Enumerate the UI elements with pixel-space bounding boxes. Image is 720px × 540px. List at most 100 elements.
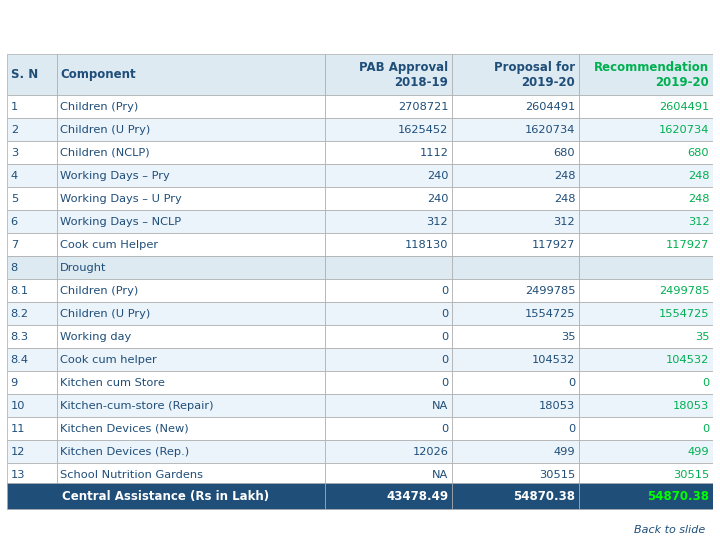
FancyBboxPatch shape — [7, 210, 57, 233]
Text: Drought: Drought — [60, 263, 107, 273]
Text: Proposal for
2019-20: Proposal for 2019-20 — [494, 60, 575, 89]
Text: 2: 2 — [11, 125, 18, 135]
Text: 1620734: 1620734 — [659, 125, 709, 135]
Text: 2604491: 2604491 — [525, 102, 575, 112]
FancyBboxPatch shape — [325, 441, 451, 463]
FancyBboxPatch shape — [451, 302, 579, 325]
FancyBboxPatch shape — [57, 279, 325, 302]
FancyBboxPatch shape — [451, 164, 579, 187]
FancyBboxPatch shape — [57, 164, 325, 187]
Text: 3: 3 — [11, 148, 18, 158]
Text: Component: Component — [60, 68, 136, 81]
Text: 54870.38: 54870.38 — [513, 490, 575, 503]
FancyBboxPatch shape — [7, 417, 57, 441]
Text: 30515: 30515 — [673, 470, 709, 480]
FancyBboxPatch shape — [57, 54, 325, 95]
Text: 118130: 118130 — [405, 240, 448, 250]
Text: 248: 248 — [688, 171, 709, 181]
Text: 1: 1 — [11, 102, 18, 112]
Text: S. N: S. N — [11, 68, 38, 81]
Text: 1554725: 1554725 — [525, 309, 575, 319]
FancyBboxPatch shape — [7, 95, 57, 118]
Text: 12026: 12026 — [413, 447, 448, 457]
FancyBboxPatch shape — [579, 118, 713, 141]
FancyBboxPatch shape — [451, 279, 579, 302]
Text: 9: 9 — [11, 378, 18, 388]
Text: Working day: Working day — [60, 332, 131, 342]
Text: Back to slide: Back to slide — [634, 524, 706, 535]
Text: Children (U Pry): Children (U Pry) — [60, 125, 150, 135]
Text: 248: 248 — [554, 171, 575, 181]
Text: Working Days – NCLP: Working Days – NCLP — [60, 217, 181, 227]
Text: 12: 12 — [11, 447, 25, 457]
FancyBboxPatch shape — [325, 95, 451, 118]
FancyBboxPatch shape — [451, 187, 579, 210]
FancyBboxPatch shape — [7, 441, 57, 463]
Text: Children (NCLP): Children (NCLP) — [60, 148, 150, 158]
Text: Children (Pry): Children (Pry) — [60, 102, 138, 112]
FancyBboxPatch shape — [451, 372, 579, 394]
Text: NA: NA — [432, 470, 448, 480]
Text: 1620734: 1620734 — [525, 125, 575, 135]
FancyBboxPatch shape — [7, 233, 57, 256]
FancyBboxPatch shape — [579, 483, 713, 509]
Text: 10: 10 — [11, 401, 25, 411]
FancyBboxPatch shape — [579, 441, 713, 463]
FancyBboxPatch shape — [451, 463, 579, 487]
Text: 499: 499 — [554, 447, 575, 457]
Text: 0: 0 — [568, 378, 575, 388]
Text: Children (Pry): Children (Pry) — [60, 286, 138, 296]
Text: 13: 13 — [11, 470, 25, 480]
FancyBboxPatch shape — [325, 348, 451, 372]
FancyBboxPatch shape — [451, 348, 579, 372]
FancyBboxPatch shape — [7, 372, 57, 394]
Text: 2604491: 2604491 — [659, 102, 709, 112]
FancyBboxPatch shape — [579, 417, 713, 441]
Text: 8.2: 8.2 — [11, 309, 29, 319]
FancyBboxPatch shape — [57, 233, 325, 256]
Text: 0: 0 — [441, 424, 448, 434]
Text: 1112: 1112 — [419, 148, 448, 158]
Text: 312: 312 — [426, 217, 448, 227]
Text: Kitchen Devices (New): Kitchen Devices (New) — [60, 424, 189, 434]
Text: 0: 0 — [441, 309, 448, 319]
Text: 240: 240 — [427, 171, 448, 181]
Text: 30515: 30515 — [539, 470, 575, 480]
Text: 0: 0 — [441, 332, 448, 342]
Text: Cook cum Helper: Cook cum Helper — [60, 240, 158, 250]
FancyBboxPatch shape — [325, 54, 451, 95]
Text: 1554725: 1554725 — [659, 309, 709, 319]
Text: 43478.49: 43478.49 — [386, 490, 448, 503]
FancyBboxPatch shape — [7, 141, 57, 164]
FancyBboxPatch shape — [7, 54, 57, 95]
Text: 0: 0 — [441, 378, 448, 388]
FancyBboxPatch shape — [451, 417, 579, 441]
Text: 0: 0 — [702, 424, 709, 434]
Text: Cook cum helper: Cook cum helper — [60, 355, 157, 365]
FancyBboxPatch shape — [451, 441, 579, 463]
FancyBboxPatch shape — [325, 118, 451, 141]
Text: School Nutrition Gardens: School Nutrition Gardens — [60, 470, 203, 480]
FancyBboxPatch shape — [451, 95, 579, 118]
Text: 117927: 117927 — [666, 240, 709, 250]
FancyBboxPatch shape — [7, 279, 57, 302]
Text: Working Days – U Pry: Working Days – U Pry — [60, 194, 182, 204]
Text: 18053: 18053 — [539, 401, 575, 411]
FancyBboxPatch shape — [7, 302, 57, 325]
FancyBboxPatch shape — [57, 210, 325, 233]
FancyBboxPatch shape — [451, 118, 579, 141]
FancyBboxPatch shape — [57, 141, 325, 164]
FancyBboxPatch shape — [579, 372, 713, 394]
Text: 0: 0 — [702, 378, 709, 388]
FancyBboxPatch shape — [579, 233, 713, 256]
FancyBboxPatch shape — [579, 463, 713, 487]
FancyBboxPatch shape — [451, 210, 579, 233]
FancyBboxPatch shape — [579, 256, 713, 279]
FancyBboxPatch shape — [579, 141, 713, 164]
Text: 6: 6 — [11, 217, 18, 227]
FancyBboxPatch shape — [451, 54, 579, 95]
Text: 680: 680 — [554, 148, 575, 158]
Text: 2708721: 2708721 — [397, 102, 448, 112]
FancyBboxPatch shape — [57, 394, 325, 417]
FancyBboxPatch shape — [451, 256, 579, 279]
